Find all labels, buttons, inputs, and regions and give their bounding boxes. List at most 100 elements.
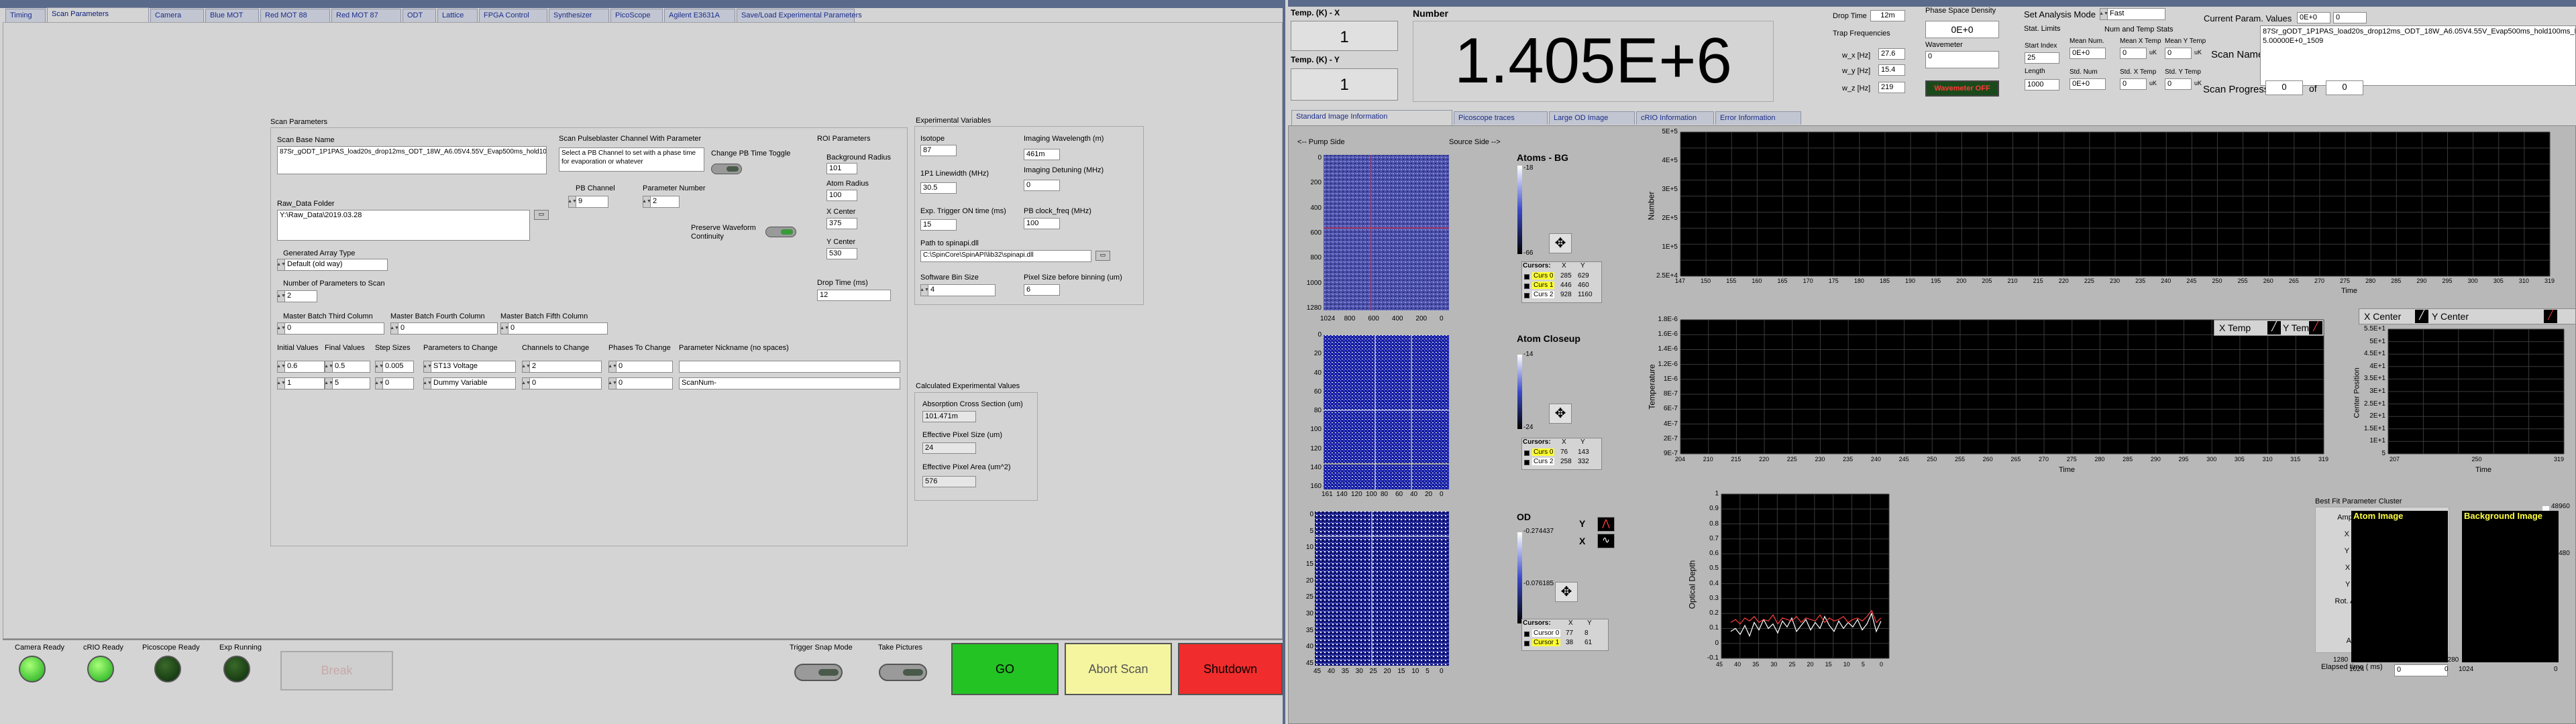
cursor-move-icon-3[interactable]: ✥	[1555, 582, 1578, 602]
master-fifth-input[interactable]: ▲▼ 0	[500, 322, 608, 335]
scan-cell-channel[interactable]: ▲▼ 2	[521, 361, 602, 373]
scan-cell-nickname[interactable]: ScanNum-	[679, 377, 900, 389]
tab-scan-parameters[interactable]: Scan Parameters	[47, 7, 149, 23]
scan-cell-final[interactable]: ▲▼ 5	[324, 377, 370, 389]
right-tab-2[interactable]: Large OD Image	[1549, 111, 1635, 125]
scan-base-name-field[interactable]: 87Sr_gODT_1P1PAS_load20s_drop12ms_ODT_18…	[277, 146, 547, 174]
background-image[interactable]	[2462, 511, 2559, 662]
generated-array-type-select[interactable]: ▲▼ Default (old way)	[276, 259, 388, 271]
master-third-input[interactable]: ▲▼ 0	[276, 322, 384, 335]
scan-cell-param[interactable]: ▲▼ Dummy Variable	[423, 377, 516, 389]
y-plot-icon[interactable]: ⋀	[1597, 517, 1615, 532]
x-plot-icon[interactable]: ∿	[1597, 534, 1615, 548]
exp-trigger-field[interactable]: 15	[920, 219, 957, 231]
y-temp-legend-icon[interactable]: ╱	[2309, 321, 2322, 335]
trigger-snap-toggle[interactable]	[794, 664, 843, 681]
sw-bin-select[interactable]: ▲▼ 4	[920, 284, 996, 296]
spinapi-browse-icon[interactable]: ▭	[1095, 251, 1110, 261]
cursor-name: Curs 0	[1532, 448, 1555, 456]
tab-synthesizer[interactable]: Synthesizer	[549, 9, 609, 22]
tab-camera[interactable]: Camera	[150, 9, 204, 22]
scan-cell-channel[interactable]: ▲▼ 0	[521, 377, 602, 389]
raw-data-folder-field[interactable]: Y:\Raw_Data\2019.03.28	[277, 210, 530, 241]
temp-plot-xtick: 310	[2262, 456, 2273, 463]
img1-ytick: 1280	[1306, 304, 1322, 312]
tab-save-load-experimental-parameters[interactable]: Save/Load Experimental Parameters	[737, 9, 862, 22]
imaging-det-field[interactable]: 0	[1024, 180, 1060, 191]
analysis-mode-select[interactable]: ▲▼ Fast	[2099, 8, 2165, 20]
x-center-legend-icon[interactable]: ╱	[2415, 310, 2428, 323]
folder-browse-icon[interactable]: ▭	[534, 210, 549, 220]
start-index-value[interactable]: 25	[2025, 52, 2059, 64]
wavemeter-off-button[interactable]: Wavemeter OFF	[1925, 80, 1999, 97]
drop-time-field[interactable]: 12	[817, 290, 891, 301]
pixel-size-field[interactable]: 6	[1024, 284, 1060, 296]
cursor-move-icon-2[interactable]: ✥	[1549, 404, 1572, 424]
tab-lattice[interactable]: Lattice	[437, 9, 478, 22]
pb-clock-field[interactable]: 100	[1024, 218, 1060, 229]
shutdown-button[interactable]: Shutdown	[1178, 643, 1283, 695]
img2-xtick: 120	[1351, 491, 1362, 498]
tab-red-mot-88[interactable]: Red MOT 88	[260, 9, 330, 22]
break-button[interactable]: Break	[280, 651, 393, 690]
right-tab-3[interactable]: cRIO Information	[1636, 111, 1714, 125]
tab-fpga-control[interactable]: FPGA Control	[479, 9, 547, 22]
atom-radius-field[interactable]: 100	[826, 190, 857, 201]
tab-picoscope[interactable]: PicoScope	[610, 9, 663, 22]
right-tab-4[interactable]: Error Information	[1715, 111, 1801, 125]
preserve-label: Preserve Waveform Continuity	[691, 224, 756, 241]
tab-red-mot-87[interactable]: Red MOT 87	[331, 9, 401, 22]
right-tab-1[interactable]: Picoscope traces	[1454, 111, 1548, 125]
scan-cell-initial[interactable]: ▲▼ 1	[276, 377, 325, 389]
linewidth-field[interactable]: 30.5	[920, 182, 957, 194]
x-temp-legend-icon[interactable]: ╱	[2267, 321, 2281, 335]
master-fourth-input[interactable]: ▲▼ 0	[390, 322, 498, 335]
imaging-wl-field[interactable]: 461m	[1024, 149, 1060, 160]
pb-toggle-switch[interactable]	[711, 164, 742, 174]
number-plot-xtick: 205	[1982, 278, 1992, 284]
right-tab-0[interactable]: Standard Image Information	[1291, 110, 1452, 125]
od-plot-ytick: 0.7	[1709, 534, 1719, 542]
scan-cell-nickname[interactable]	[679, 361, 900, 373]
y-center-field[interactable]: 530	[826, 248, 857, 259]
tab-agilent-e3631a[interactable]: Agilent E3631A	[664, 9, 735, 22]
abort-scan-button[interactable]: Abort Scan	[1065, 643, 1172, 695]
tab-blue-mot[interactable]: Blue MOT	[205, 9, 259, 22]
left-window: Timing Scan Parameters Camera Blue MOT Red M…	[0, 0, 1285, 724]
scan-cell-phase[interactable]: ▲▼ 0	[608, 361, 673, 373]
scan-cell-step[interactable]: ▲▼ 0.005	[374, 361, 414, 373]
temp-plot-ytick: 8E-7	[1663, 390, 1678, 398]
trap-freq-label: Trap Frequencies	[1833, 29, 1890, 38]
scan-cell-initial[interactable]: ▲▼ 0.6	[276, 361, 325, 373]
preserve-toggle[interactable]	[765, 227, 796, 237]
atoms-bg-image[interactable]	[1324, 155, 1449, 310]
atom-image[interactable]	[2351, 511, 2448, 662]
bg-radius-field[interactable]: 101	[826, 163, 857, 174]
od-plot-ytick: 0.3	[1709, 594, 1719, 602]
tab-timing[interactable]: Timing	[5, 9, 46, 22]
spinapi-field[interactable]: C:\SpinCore\SpinAPI\lib32\spinapi.dll	[920, 250, 1091, 262]
temp-plot[interactable]	[1680, 320, 2324, 454]
go-button[interactable]: GO	[951, 643, 1059, 695]
length-value[interactable]: 1000	[2025, 79, 2059, 90]
od-plot[interactable]	[1721, 494, 1889, 658]
atoms-bg-scale-bottom: -66	[1523, 249, 1534, 257]
scan-cell-step[interactable]: ▲▼ 0	[374, 377, 414, 389]
y-center-legend-icon[interactable]: ╱	[2544, 310, 2557, 323]
scan-cell-phase[interactable]: ▲▼ 0	[608, 377, 673, 389]
isotope-field[interactable]: 87	[920, 145, 957, 156]
scan-cell-param[interactable]: ▲▼ ST13 Voltage	[423, 361, 516, 373]
tab-odt[interactable]: ODT	[402, 9, 436, 22]
scan-cell-final[interactable]: ▲▼ 0.5	[324, 361, 370, 373]
temp-plot-ytick: 9E-7	[1663, 450, 1678, 457]
elapsed-value: 0	[2394, 664, 2448, 676]
num-params-input[interactable]: ▲▼ 2	[276, 290, 317, 302]
param-number-input[interactable]: ▲▼ 2	[642, 196, 680, 208]
cursor-move-icon[interactable]: ✥	[1549, 233, 1572, 253]
pb-channel-input[interactable]: ▲▼ 9	[568, 196, 608, 208]
atom-radius-label: Atom Radius	[826, 180, 869, 188]
take-pictures-toggle[interactable]	[879, 664, 927, 681]
cursor-name: Curs 2	[1532, 458, 1555, 465]
od-image[interactable]	[1315, 511, 1449, 666]
x-center-field[interactable]: 375	[826, 218, 857, 229]
